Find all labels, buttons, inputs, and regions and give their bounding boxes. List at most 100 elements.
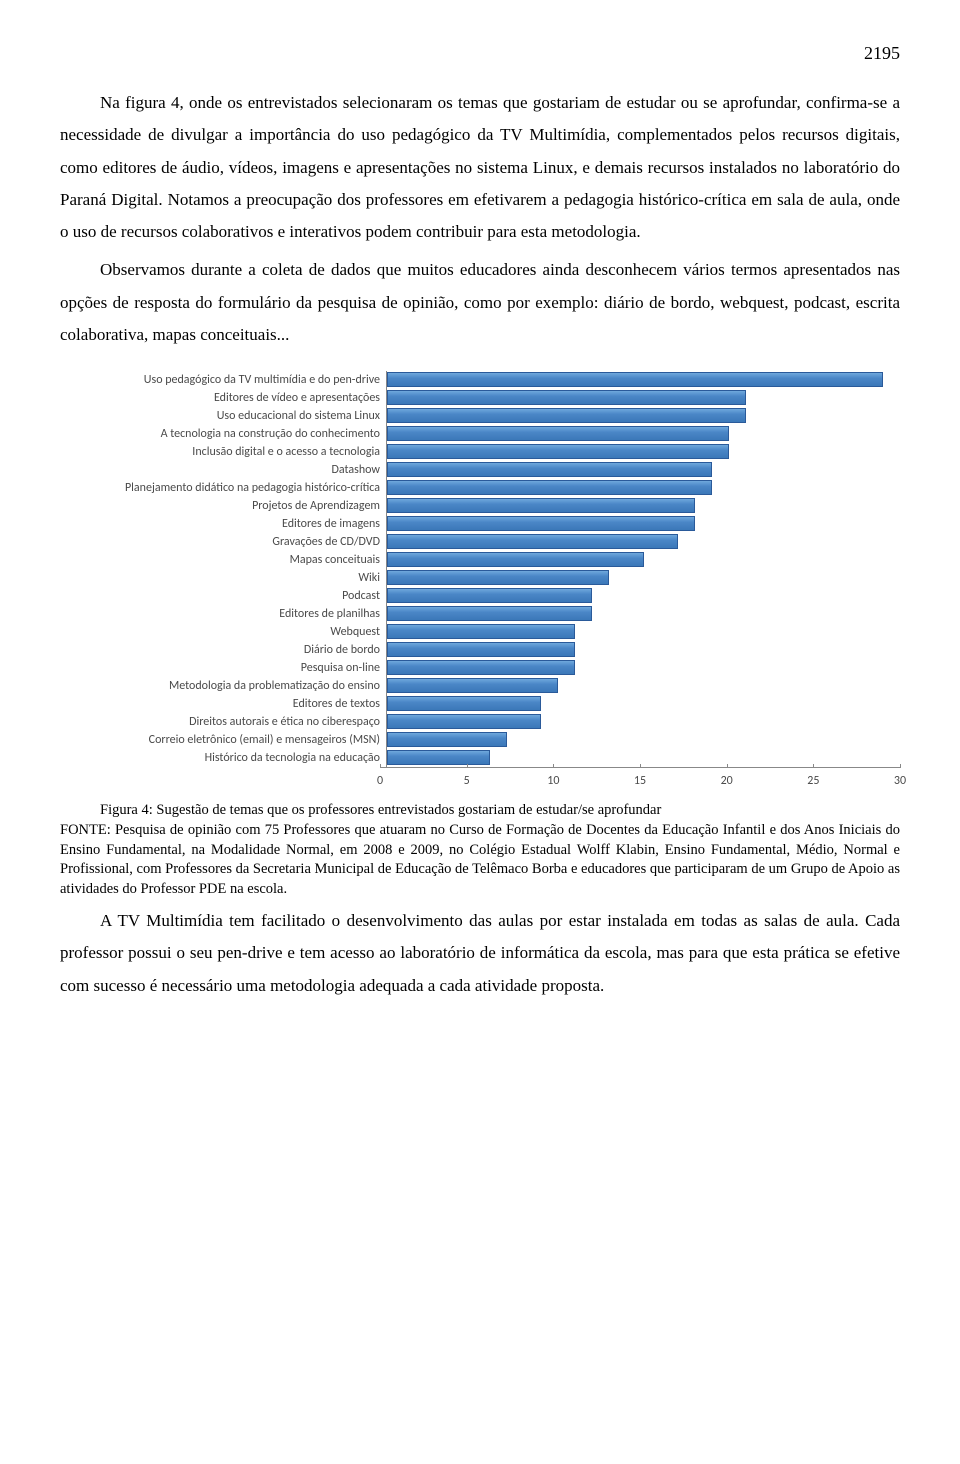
chart-row: Datashow bbox=[60, 461, 900, 479]
chart-bar bbox=[387, 678, 558, 693]
chart-row-label: Editores de planilhas bbox=[60, 605, 386, 623]
chart-bar-area bbox=[386, 497, 900, 515]
chart-bar bbox=[387, 426, 729, 441]
chart-row: Gravações de CD/DVD bbox=[60, 533, 900, 551]
chart-row: Metodologia da problematização do ensino bbox=[60, 677, 900, 695]
chart-row: Editores de textos bbox=[60, 695, 900, 713]
chart-row-label: Diário de bordo bbox=[60, 641, 386, 659]
chart-bar bbox=[387, 444, 729, 459]
chart-x-axis: 051015202530 bbox=[60, 767, 900, 789]
caption-body: FONTE: Pesquisa de opinião com 75 Profes… bbox=[60, 822, 900, 897]
chart-row-label: Inclusão digital e o acesso a tecnologia bbox=[60, 443, 386, 461]
chart-row: Correio eletrônico (email) e mensageiros… bbox=[60, 731, 900, 749]
paragraph-1: Na figura 4, onde os entrevistados selec… bbox=[60, 87, 900, 248]
chart-bar bbox=[387, 570, 609, 585]
chart-bar bbox=[387, 462, 712, 477]
chart-bar-area bbox=[386, 569, 900, 587]
chart-bar bbox=[387, 498, 695, 513]
chart-bar-area bbox=[386, 641, 900, 659]
chart-tick-label: 15 bbox=[634, 772, 646, 790]
chart-bar bbox=[387, 516, 695, 531]
chart-row-label: Planejamento didático na pedagogia histó… bbox=[60, 479, 386, 497]
chart-bar-area bbox=[386, 461, 900, 479]
chart-axis-line: 051015202530 bbox=[380, 767, 900, 789]
chart-bar-area bbox=[386, 443, 900, 461]
chart-row: Editores de planilhas bbox=[60, 605, 900, 623]
chart-bar-area bbox=[386, 407, 900, 425]
chart-row-label: Histórico da tecnologia na educação bbox=[60, 749, 386, 767]
chart-bar bbox=[387, 534, 678, 549]
chart-row: A tecnologia na construção do conhecimen… bbox=[60, 425, 900, 443]
chart-row: Planejamento didático na pedagogia histó… bbox=[60, 479, 900, 497]
chart-bar-area bbox=[386, 389, 900, 407]
chart-row-label: Uso pedagógico da TV multimídia e do pen… bbox=[60, 371, 386, 389]
chart-bar-area bbox=[386, 515, 900, 533]
chart-bar bbox=[387, 732, 507, 747]
chart-bar bbox=[387, 552, 644, 567]
chart-row: Projetos de Aprendizagem bbox=[60, 497, 900, 515]
chart-bar-area bbox=[386, 695, 900, 713]
chart-bar-area bbox=[386, 533, 900, 551]
chart-bar-area bbox=[386, 605, 900, 623]
paragraph-2: Observamos durante a coleta de dados que… bbox=[60, 254, 900, 351]
chart-tick-label: 5 bbox=[464, 772, 470, 790]
chart-row: Editores de vídeo e apresentações bbox=[60, 389, 900, 407]
chart-row-label: Pesquisa on-line bbox=[60, 659, 386, 677]
chart-row-label: Projetos de Aprendizagem bbox=[60, 497, 386, 515]
chart-row-label: Webquest bbox=[60, 623, 386, 641]
chart-bar bbox=[387, 372, 883, 387]
chart-bar-area bbox=[386, 623, 900, 641]
chart-row: Inclusão digital e o acesso a tecnologia bbox=[60, 443, 900, 461]
chart-row: Editores de imagens bbox=[60, 515, 900, 533]
chart-tick-label: 25 bbox=[807, 772, 819, 790]
chart-row-label: Correio eletrônico (email) e mensageiros… bbox=[60, 731, 386, 749]
chart-bar-area bbox=[386, 677, 900, 695]
chart-row-label: Wiki bbox=[60, 569, 386, 587]
chart-tick-label: 20 bbox=[721, 772, 733, 790]
figure-4-caption: Figura 4: Sugestão de temas que os profe… bbox=[60, 801, 900, 899]
chart-row: Uso educacional do sistema Linux bbox=[60, 407, 900, 425]
chart-tick-label: 10 bbox=[547, 772, 559, 790]
chart-row: Histórico da tecnologia na educação bbox=[60, 749, 900, 767]
chart-bar bbox=[387, 390, 746, 405]
chart-bar-area bbox=[386, 425, 900, 443]
chart-row-label: Mapas conceituais bbox=[60, 551, 386, 569]
chart-bar bbox=[387, 642, 575, 657]
chart-row-label: Editores de imagens bbox=[60, 515, 386, 533]
chart-row-label: Editores de vídeo e apresentações bbox=[60, 389, 386, 407]
chart-row: Direitos autorais e ética no ciberespaço bbox=[60, 713, 900, 731]
page-number: 2195 bbox=[60, 40, 900, 67]
chart-bar-area bbox=[386, 479, 900, 497]
chart-bar bbox=[387, 480, 712, 495]
chart-row-label: Gravações de CD/DVD bbox=[60, 533, 386, 551]
paragraph-3: A TV Multimídia tem facilitado o desenvo… bbox=[60, 905, 900, 1002]
chart-bar bbox=[387, 750, 490, 765]
chart-row: Pesquisa on-line bbox=[60, 659, 900, 677]
chart-bar bbox=[387, 588, 592, 603]
chart-row-label: Uso educacional do sistema Linux bbox=[60, 407, 386, 425]
chart-tick-label: 0 bbox=[377, 772, 383, 790]
chart-row: Webquest bbox=[60, 623, 900, 641]
chart-row-label: Metodologia da problematização do ensino bbox=[60, 677, 386, 695]
chart-bar bbox=[387, 606, 592, 621]
chart-bar-area bbox=[386, 731, 900, 749]
chart-bar bbox=[387, 696, 541, 711]
chart-bar-area bbox=[386, 749, 900, 767]
chart-tick-label: 30 bbox=[894, 772, 906, 790]
caption-title: Figura 4: Sugestão de temas que os profe… bbox=[60, 801, 900, 821]
chart-bar bbox=[387, 624, 575, 639]
chart-bar bbox=[387, 714, 541, 729]
chart-bar-area bbox=[386, 371, 900, 389]
chart-bar-area bbox=[386, 551, 900, 569]
chart-bar-area bbox=[386, 659, 900, 677]
chart-row: Podcast bbox=[60, 587, 900, 605]
chart-row-label: Editores de textos bbox=[60, 695, 386, 713]
chart-row: Wiki bbox=[60, 569, 900, 587]
chart-row-label: Podcast bbox=[60, 587, 386, 605]
chart-row-label: Datashow bbox=[60, 461, 386, 479]
figure-4-chart: Uso pedagógico da TV multimídia e do pen… bbox=[60, 371, 900, 789]
chart-bar-area bbox=[386, 587, 900, 605]
chart-bar-area bbox=[386, 713, 900, 731]
chart-bar bbox=[387, 408, 746, 423]
chart-row: Diário de bordo bbox=[60, 641, 900, 659]
